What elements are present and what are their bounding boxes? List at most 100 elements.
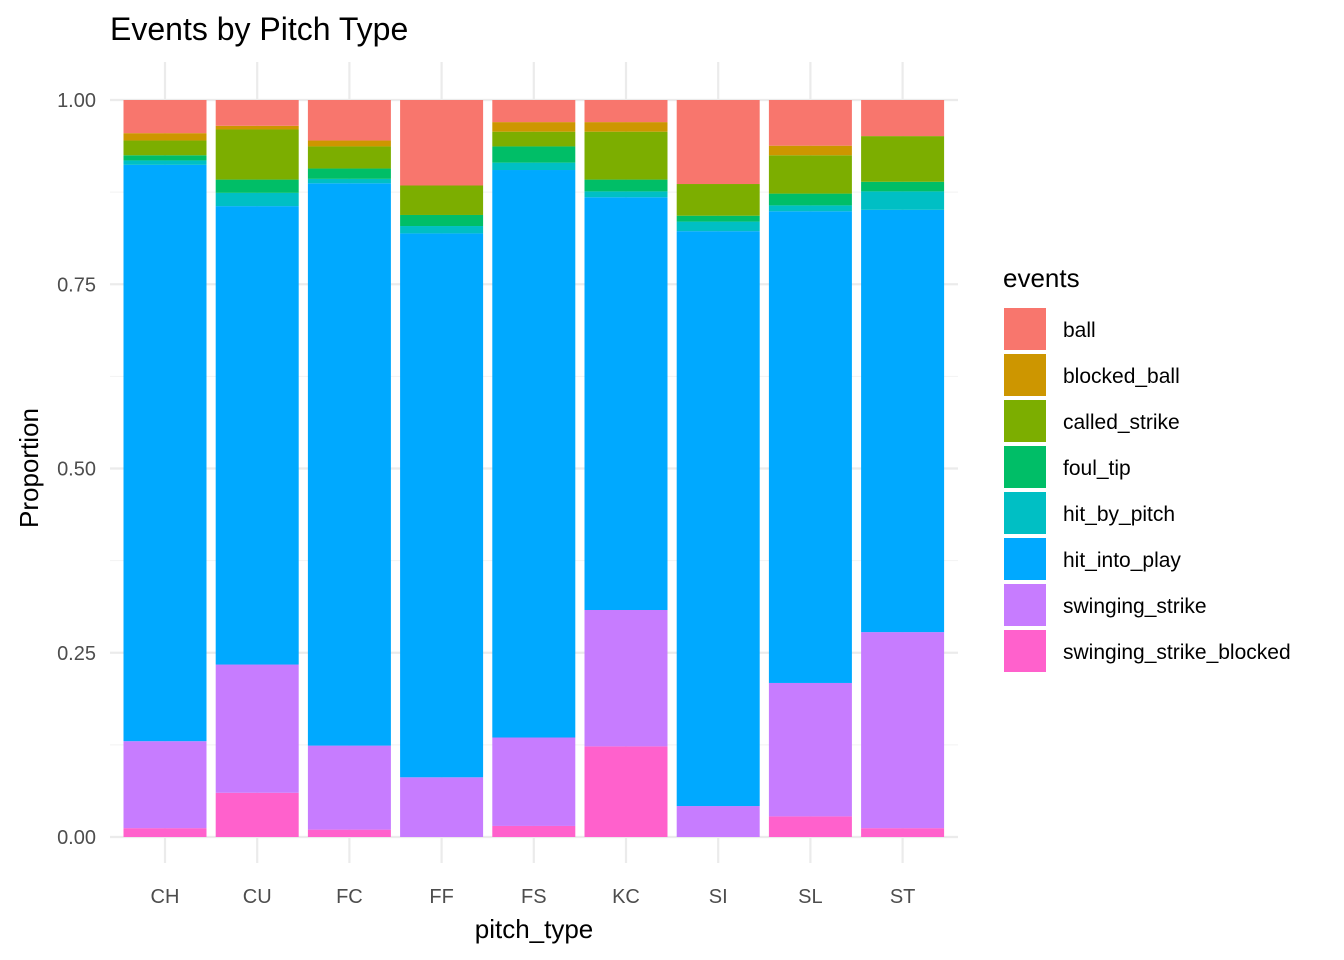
- bar-segment-FC-hit_into_play: [307, 183, 391, 746]
- legend-label-called_strike: called_strike: [1063, 411, 1180, 434]
- legend-swatch-called_strike: [1004, 400, 1046, 442]
- bar-segment-CH-called_strike: [123, 140, 207, 156]
- legend-label-hit_by_pitch: hit_by_pitch: [1063, 503, 1175, 526]
- bar-segment-KC-swinging_strike: [584, 610, 668, 747]
- legend-label-blocked_ball: blocked_ball: [1063, 365, 1180, 388]
- legend: events ball blocked_ball called_strikefoul…: [1003, 263, 1291, 672]
- bar-segment-SI-hit_by_pitch: [676, 221, 760, 232]
- y-tick-label: 1.00: [57, 90, 96, 112]
- bar-segment-FS-foul_tip: [492, 146, 576, 163]
- bar-segment-FF-swinging_strike: [400, 777, 484, 837]
- bar-segment-CU-blocked_ball: [215, 125, 299, 130]
- bar-segment-SL-blocked_ball: [768, 145, 852, 156]
- bar-segment-ST-called_strike: [861, 136, 945, 182]
- bar-segment-FC-foul_tip: [307, 168, 391, 179]
- bar-segment-FC-hit_by_pitch: [307, 178, 391, 184]
- legend-label-swinging_strike_blocked: swinging_strike_blocked: [1063, 641, 1291, 664]
- legend-swatch-ball: [1004, 308, 1046, 350]
- x-axis-ticks: CH CU FC FF FS KC SI SL ST: [151, 886, 916, 908]
- x-tick-label: FS: [521, 886, 547, 908]
- bar-segment-CH-swinging_strike_blocked: [123, 828, 207, 837]
- bar-segment-SL-swinging_strike: [768, 682, 852, 817]
- bar-segment-ST-hit_into_play: [861, 209, 945, 633]
- bar-segment-FF-foul_tip: [400, 214, 484, 227]
- bar-segment-CU-hit_by_pitch: [215, 192, 299, 207]
- legend-swatch-hit_into_play: [1004, 538, 1046, 580]
- bar-segment-FS-swinging_strike_blocked: [492, 825, 576, 837]
- bar-segment-CU-foul_tip: [215, 179, 299, 193]
- bar-segment-FF-called_strike: [400, 185, 484, 215]
- bar-segment-ST-swinging_strike_blocked: [861, 828, 945, 837]
- bar-segment-KC-ball: [584, 100, 668, 123]
- bar-segment-ST-foul_tip: [861, 181, 945, 192]
- bar-segment-FS-blocked_ball: [492, 122, 576, 132]
- bar-segment-CH-ball: [123, 100, 207, 134]
- bar-segment-SL-hit_by_pitch: [768, 205, 852, 212]
- y-axis-ticks: 0.00 0.25 0.50 0.75 1.00: [57, 90, 96, 849]
- bar-segment-CH-blocked_ball: [123, 133, 207, 141]
- y-tick-label: 0.00: [57, 827, 96, 849]
- legend-swatch-blocked_ball: [1004, 354, 1046, 396]
- chart-title: Events by Pitch Type: [110, 11, 408, 47]
- x-tick-label: SL: [798, 886, 822, 908]
- bar-segment-KC-called_strike: [584, 131, 668, 180]
- x-tick-label: ST: [890, 886, 916, 908]
- x-axis-title: pitch_type: [475, 914, 594, 944]
- legend-swatch-foul_tip: [1004, 446, 1046, 488]
- bar-segment-CU-called_strike: [215, 129, 299, 180]
- legend-label-hit_into_play: hit_into_play: [1063, 549, 1181, 572]
- x-tick-label: KC: [612, 886, 640, 908]
- bar-segment-ST-hit_by_pitch: [861, 191, 945, 210]
- bar-segment-CU-ball: [215, 100, 299, 126]
- bars: [123, 100, 945, 837]
- bar-segment-ST-ball: [861, 100, 945, 137]
- bar-segment-FS-ball: [492, 100, 576, 123]
- bar-segment-KC-hit_by_pitch: [584, 191, 668, 198]
- bar-segment-SI-foul_tip: [676, 215, 760, 222]
- bar-segment-FC-ball: [307, 100, 391, 141]
- bar-segment-SL-called_strike: [768, 155, 852, 194]
- bar-segment-SL-swinging_strike_blocked: [768, 816, 852, 837]
- legend-label-foul_tip: foul_tip: [1063, 457, 1131, 480]
- bar-segment-SI-ball: [676, 100, 760, 185]
- legend-label-swinging_strike: swinging_strike: [1063, 595, 1207, 618]
- legend-title: events: [1003, 263, 1080, 293]
- x-tick-label: FF: [429, 886, 453, 908]
- legend-swatch-swinging_strike_blocked: [1004, 630, 1046, 672]
- bar-segment-ST-swinging_strike: [861, 632, 945, 829]
- bar-segment-SI-hit_into_play: [676, 231, 760, 807]
- bar-segment-CH-foul_tip: [123, 155, 207, 161]
- y-tick-label: 0.25: [57, 643, 96, 665]
- x-tick-label: FC: [336, 886, 363, 908]
- bar-segment-SI-swinging_strike: [676, 806, 760, 837]
- bar-segment-KC-swinging_strike_blocked: [584, 746, 668, 837]
- bar-segment-CH-hit_by_pitch: [123, 160, 207, 165]
- bar-segment-FS-hit_into_play: [492, 170, 576, 738]
- x-tick-label: CH: [151, 886, 180, 908]
- bar-segment-FS-hit_by_pitch: [492, 162, 576, 171]
- bar-segment-KC-blocked_ball: [584, 122, 668, 132]
- bar-segment-FC-blocked_ball: [307, 140, 391, 147]
- bar-segment-SL-ball: [768, 100, 852, 146]
- legend-label-ball: ball: [1063, 319, 1096, 342]
- bar-segment-CH-hit_into_play: [123, 164, 207, 742]
- bar-segment-SI-called_strike: [676, 184, 760, 216]
- bar-segment-FC-swinging_strike_blocked: [307, 829, 391, 837]
- bar-segment-FF-hit_into_play: [400, 233, 484, 778]
- bar-segment-CU-swinging_strike_blocked: [215, 792, 299, 837]
- bar-segment-FS-swinging_strike: [492, 737, 576, 826]
- x-tick-label: SI: [709, 886, 728, 908]
- bar-segment-FF-hit_by_pitch: [400, 226, 484, 234]
- bar-segment-FF-ball: [400, 100, 484, 186]
- bar-segment-SL-foul_tip: [768, 193, 852, 206]
- legend-swatch-hit_by_pitch: [1004, 492, 1046, 534]
- bar-segment-FC-called_strike: [307, 146, 391, 169]
- bar-segment-FS-called_strike: [492, 131, 576, 147]
- bar-segment-KC-hit_into_play: [584, 197, 668, 611]
- legend-swatch-swinging_strike: [1004, 584, 1046, 626]
- bar-segment-CU-swinging_strike: [215, 664, 299, 793]
- bar-segment-SL-hit_into_play: [768, 211, 852, 683]
- y-axis-title: Proportion: [14, 408, 44, 528]
- x-tick-label: CU: [243, 886, 272, 908]
